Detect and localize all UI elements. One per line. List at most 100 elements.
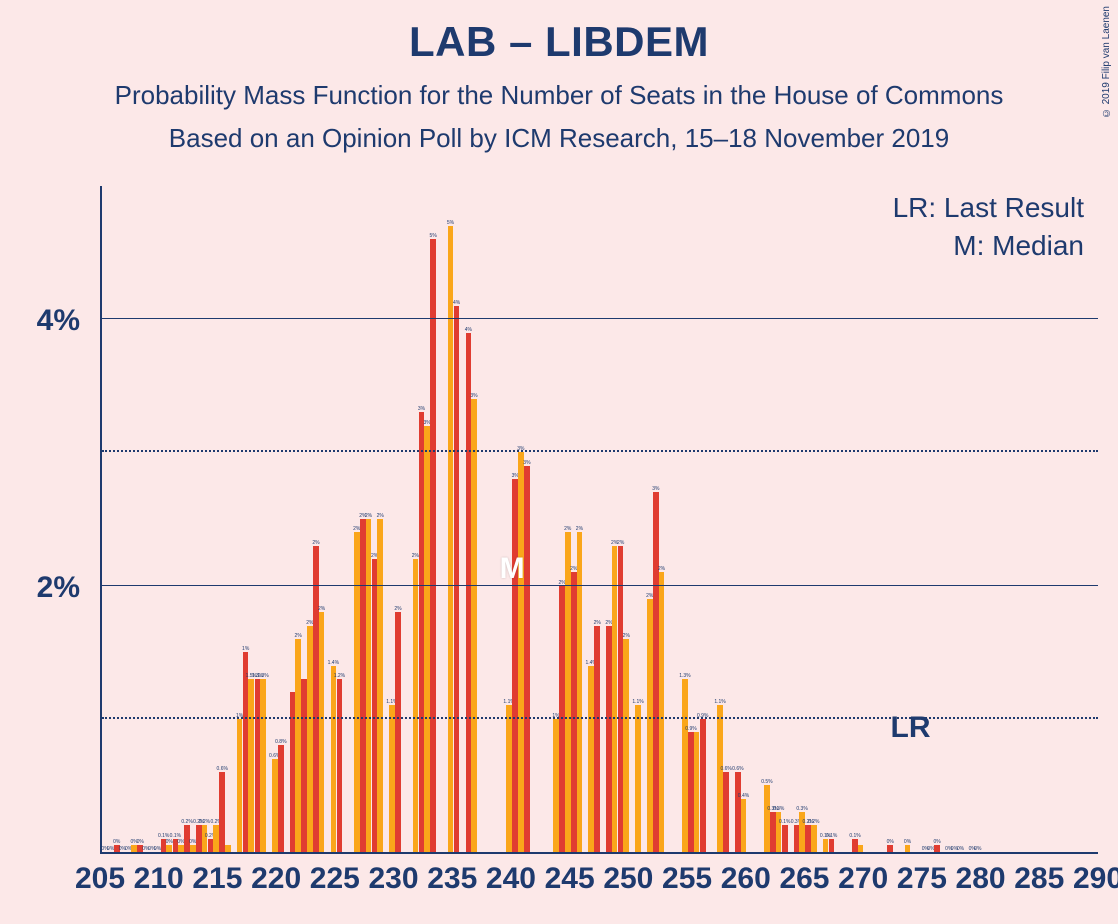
bar-value-label: 3% <box>652 486 659 492</box>
x-axis-tick: 265 <box>779 862 829 896</box>
x-axis-tick: 225 <box>310 862 360 896</box>
bars-container: 0%0%0%0%0%0%0%0%0%0%0.1%0%0.1%0%0.2%0%0.… <box>102 186 1098 852</box>
x-axis-tick: 290 <box>1073 862 1118 896</box>
bar-slot <box>1051 186 1063 852</box>
bar-slot: 0%0% <box>102 186 114 852</box>
bar-slot: 5% <box>442 186 454 852</box>
bar-value-label: 0% <box>957 846 964 852</box>
bar-series-b: 1% <box>553 719 559 852</box>
bar-series-a: 0.8% <box>278 745 284 852</box>
bar-slot: 0%0% <box>946 186 958 852</box>
bar-series-b: 2% <box>307 626 313 852</box>
bar-slot <box>875 186 887 852</box>
bar-series-a: 5% <box>430 239 436 852</box>
bar-value-label: 3% <box>418 406 425 412</box>
bar-series-b: 2% <box>565 532 571 852</box>
bar-slot: 0.1%0% <box>172 186 184 852</box>
bar-series-b: 0.4% <box>741 799 747 852</box>
bar-slot: 0.3%0.3% <box>770 186 782 852</box>
y-axis-label: 2% <box>20 571 80 605</box>
gridline <box>102 318 1098 319</box>
bar-slot: 0.1% <box>852 186 864 852</box>
bar-slot: 5% <box>430 186 442 852</box>
bar-value-label: 3% <box>523 460 530 466</box>
bar-slot: 1.1% <box>711 186 723 852</box>
bar-slot: 0% <box>887 186 899 852</box>
bar-slot: 0%0% <box>125 186 137 852</box>
bar-series-a: 0% <box>887 845 893 852</box>
bar-value-label: 0% <box>137 839 144 845</box>
last-result-marker: LR <box>891 711 931 745</box>
bar-slot: 2%2% <box>571 186 583 852</box>
x-axis-tick: 250 <box>603 862 653 896</box>
bar-slot: 1% <box>231 186 243 852</box>
bar-slot: 1% <box>547 186 559 852</box>
bar-value-label: 0.6% <box>217 766 228 772</box>
bar-slot <box>489 186 501 852</box>
bar-slot <box>1040 186 1052 852</box>
bar-slot: 0.2%0.2% <box>207 186 219 852</box>
bar-slot: 0.2%0.2% <box>196 186 208 852</box>
x-axis-tick: 285 <box>1014 862 1064 896</box>
bar-slot: 2% <box>290 186 302 852</box>
bar-series-b <box>858 845 864 852</box>
bar-slot <box>1063 186 1075 852</box>
bar-slot: 1.4% <box>582 186 594 852</box>
bar-slot: 2% <box>407 186 419 852</box>
bar-series-a: 0.1% <box>829 839 835 852</box>
bar-series-b: 2% <box>647 599 653 852</box>
bar-series-a: 0.9% <box>700 719 706 852</box>
bar-slot: 2% <box>395 186 407 852</box>
bar-slot <box>1004 186 1016 852</box>
bar-value-label: 0.6% <box>720 766 731 772</box>
bar-slot: 1.3%1.3% <box>254 186 266 852</box>
bar-value-label: 0.1% <box>170 833 181 839</box>
bar-series-a: 0.1% <box>782 825 788 852</box>
bar-slot <box>1016 186 1028 852</box>
bar-slot <box>477 186 489 852</box>
bar-value-label: 2% <box>312 540 319 546</box>
x-axis-tick: 245 <box>545 862 595 896</box>
chart-title: LAB – LIBDEM <box>0 0 1118 66</box>
bar-slot: 3%2% <box>653 186 665 852</box>
median-marker: M <box>500 552 525 586</box>
bar-slot: 0.9% <box>700 186 712 852</box>
bar-slot <box>993 186 1005 852</box>
bar-slot <box>747 186 759 852</box>
bar-series-b: 2% <box>623 639 629 852</box>
bar-value-label: 0.1% <box>826 833 837 839</box>
x-axis-tick: 270 <box>838 862 888 896</box>
bar-slot: 2%2% <box>360 186 372 852</box>
bar-series-b: 1.1% <box>389 705 395 852</box>
bar-slot: 0% <box>899 186 911 852</box>
bar-slot: 2%2% <box>313 186 325 852</box>
bar-slot: 4% <box>454 186 466 852</box>
x-axis-ticks: 2052102152202252302352402452502552602652… <box>100 856 1098 904</box>
bar-slot: 2% <box>301 186 313 852</box>
bar-series-b: 2% <box>366 519 372 852</box>
bar-slot: 2%2% <box>559 186 571 852</box>
bar-series-a: 3% <box>524 466 530 852</box>
bar-slot <box>1075 186 1087 852</box>
bar-series-b: 2% <box>295 639 301 852</box>
bar-slot: 0.5% <box>758 186 770 852</box>
x-axis-tick: 220 <box>251 862 301 896</box>
bar-slot: 0.2%0.2% <box>805 186 817 852</box>
bar-slot: 2%2% <box>372 186 384 852</box>
bar-value-label: 0% <box>933 839 940 845</box>
gridline <box>102 717 1098 719</box>
bar-series-b: 1% <box>237 719 243 852</box>
bar-slot <box>864 186 876 852</box>
bar-slot: 2%2% <box>618 186 630 852</box>
bar-slot: 3% <box>524 186 536 852</box>
bar-slot: 2%2% <box>606 186 618 852</box>
bar-slot: 1.4% <box>325 186 337 852</box>
bar-series-b: 2% <box>612 546 618 852</box>
bar-slot <box>1028 186 1040 852</box>
x-axis-tick: 210 <box>134 862 184 896</box>
bar-slot <box>911 186 923 852</box>
bar-series-b: 0% <box>190 845 196 852</box>
bar-value-label: 1% <box>242 646 249 652</box>
bar-slot <box>536 186 548 852</box>
bar-series-b: 1.4% <box>588 666 594 852</box>
